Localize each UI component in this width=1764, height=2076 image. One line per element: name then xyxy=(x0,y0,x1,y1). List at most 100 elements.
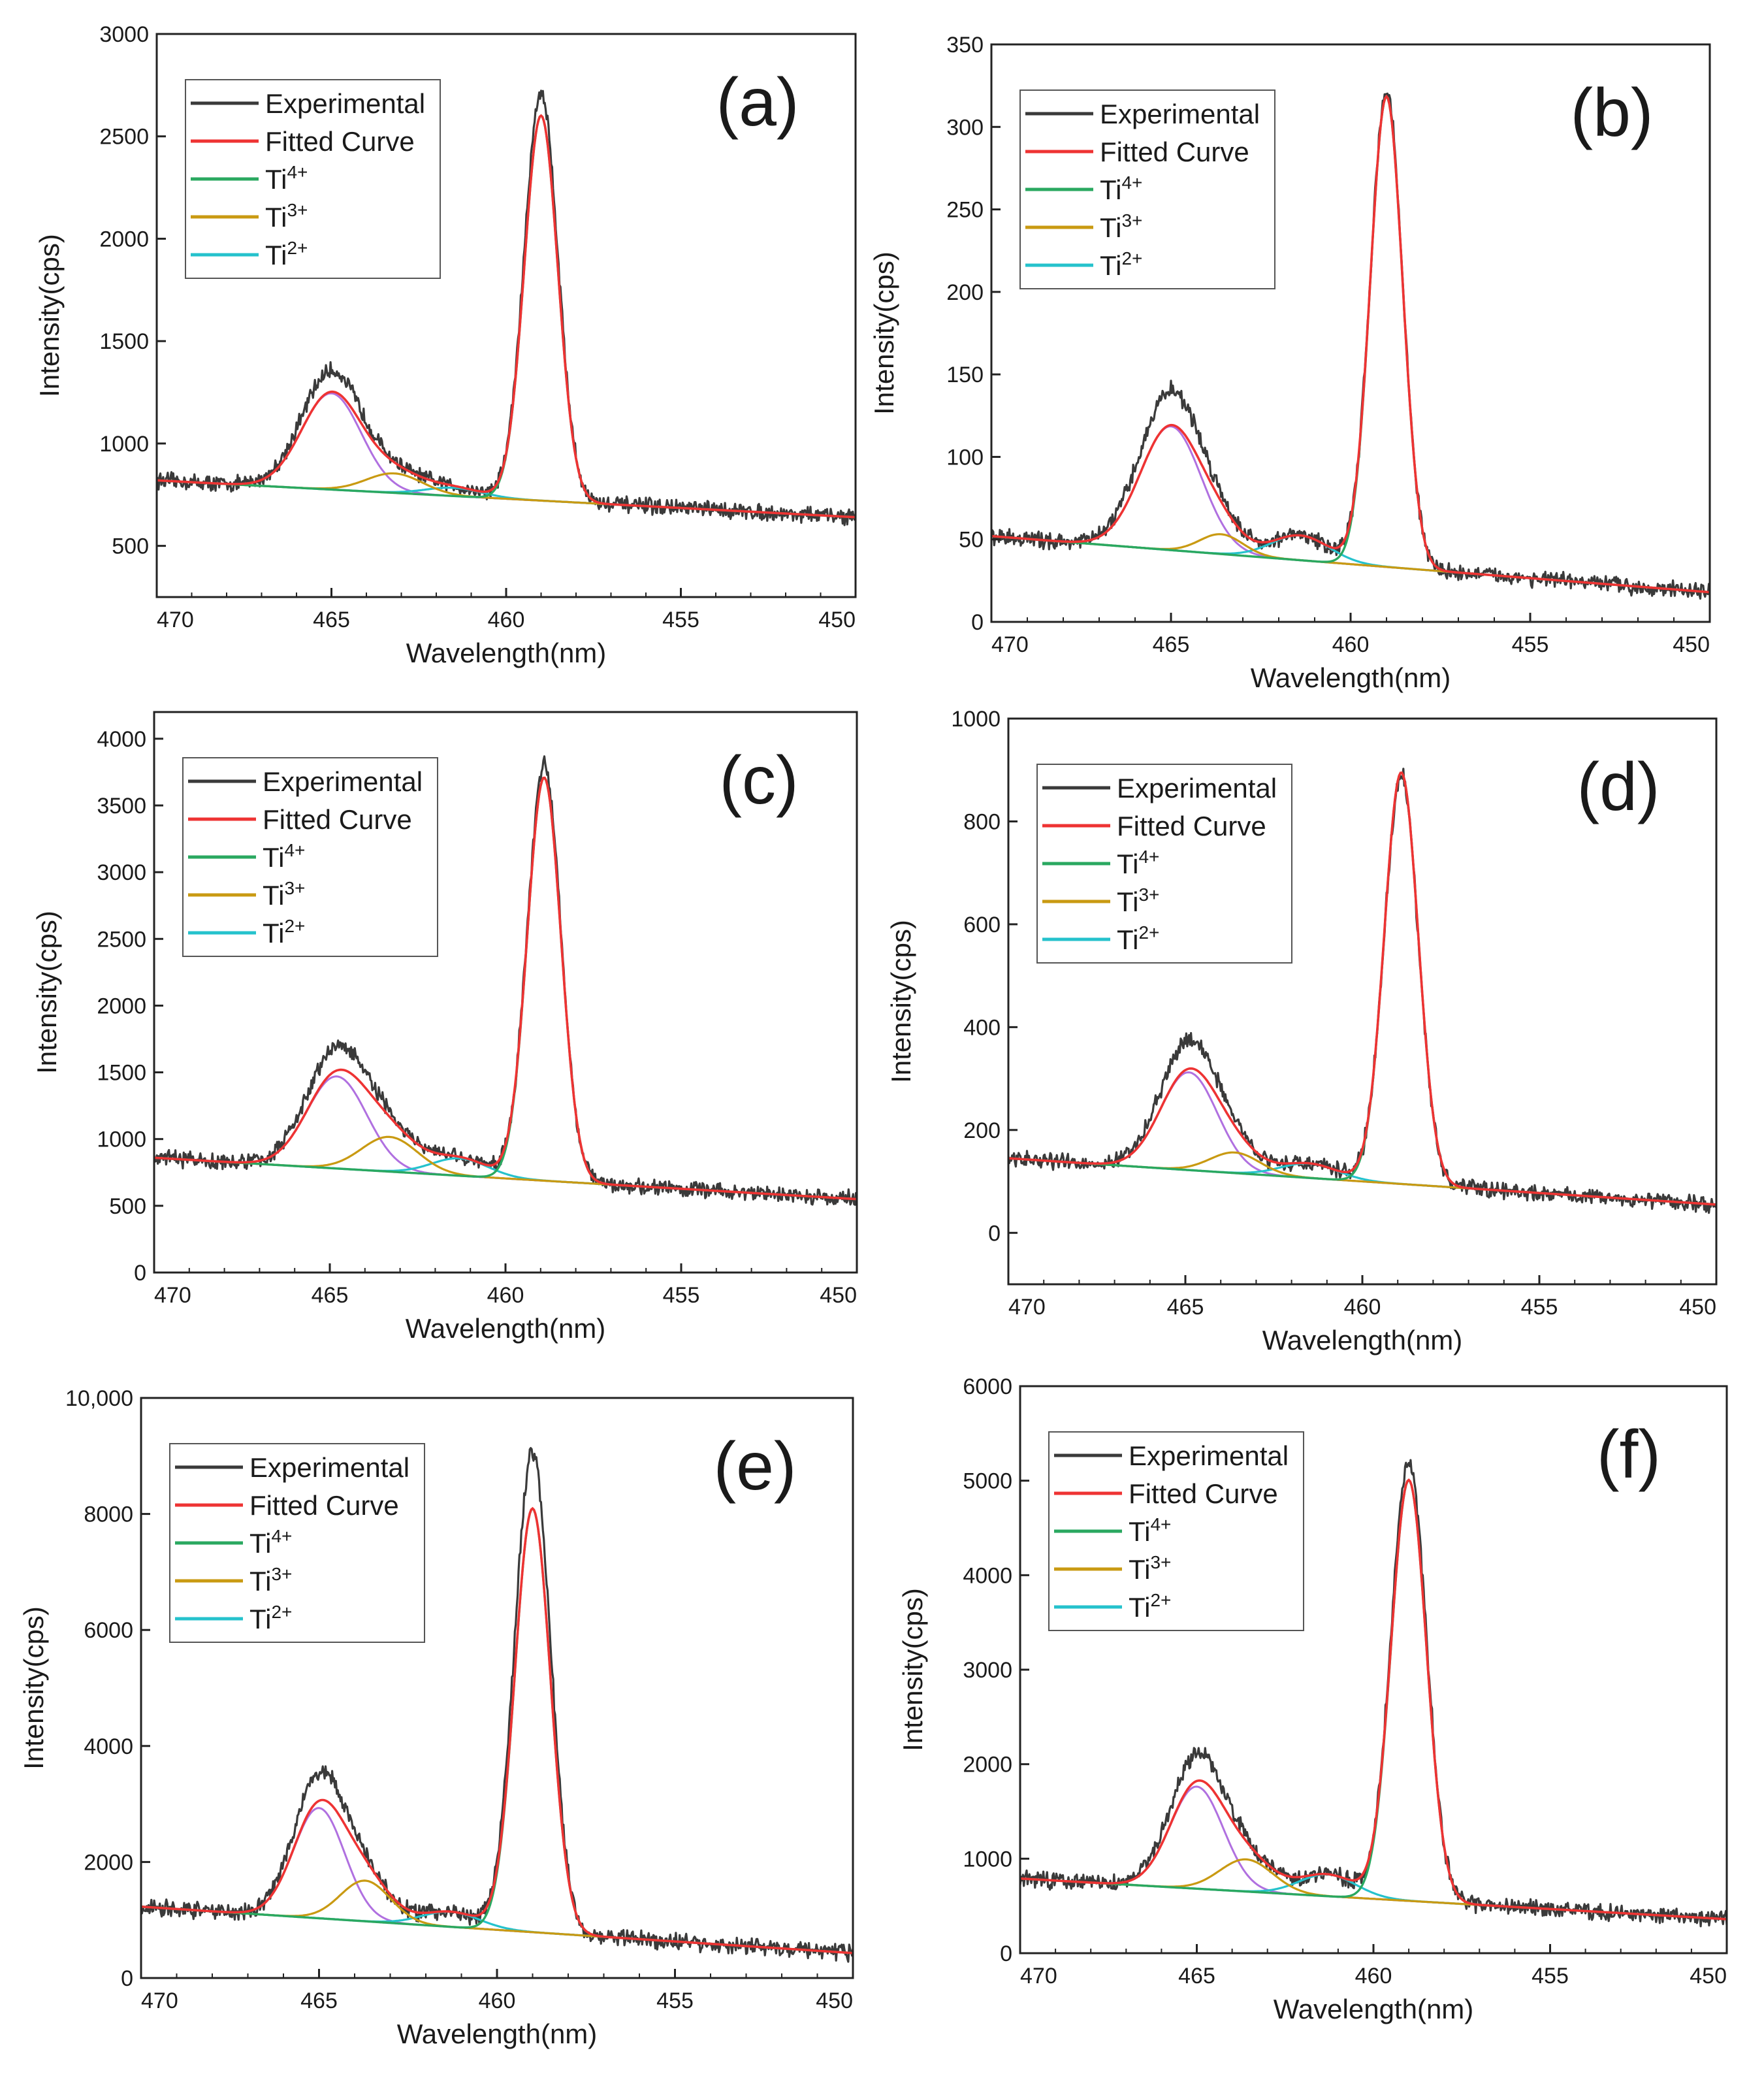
legend-label-base: Ti xyxy=(1100,250,1121,281)
x-axis-label: Wavelength(nm) xyxy=(397,2019,598,2049)
legend-label: Ti2+ xyxy=(263,916,305,949)
legend-label: Experimental xyxy=(249,1452,409,1483)
curves-group xyxy=(1020,1459,1727,1928)
y-tick-label: 3000 xyxy=(99,22,149,47)
legend-label: Ti3+ xyxy=(1100,210,1142,243)
x-tick-label: 465 xyxy=(1153,632,1190,657)
legend-label-base: Ti xyxy=(263,918,284,949)
y-tick-label: 5000 xyxy=(963,1469,1012,1494)
legend-label-base: Ti xyxy=(1117,924,1138,955)
chart-panel: 470 465 460 455 450 0 200 400 600 800 1000 Waveleng… xyxy=(886,707,1718,1355)
y-tick-label: 4000 xyxy=(97,727,146,752)
legend-label-base: Ti xyxy=(1129,1554,1150,1585)
legend-label-base: Ti xyxy=(1117,886,1138,917)
x-tick-label: 450 xyxy=(818,608,856,632)
legend-label-sup: 3+ xyxy=(1121,210,1142,231)
x-tick-label: 450 xyxy=(1673,632,1710,657)
x-tick-label: 455 xyxy=(1512,632,1549,657)
series-fitted xyxy=(154,776,857,1201)
y-tick-label: 350 xyxy=(946,33,984,57)
legend-label: Fitted Curve xyxy=(263,804,412,835)
legend-label-base: Ti xyxy=(1100,174,1121,205)
legend-label-base: Ti xyxy=(1100,212,1121,243)
y-tick-label: 2500 xyxy=(97,927,146,952)
x-tick-label: 450 xyxy=(816,1988,853,2013)
x-tick-label: 465 xyxy=(1167,1295,1204,1320)
legend-label: Fitted Curve xyxy=(1100,137,1249,167)
x-tick-label: 465 xyxy=(312,1283,349,1308)
panel-label: (e) xyxy=(713,1429,796,1504)
legend-label-sup: 3+ xyxy=(284,878,305,898)
y-tick-label: 0 xyxy=(121,1966,133,1991)
y-axis-label: Intensity(cps) xyxy=(34,234,65,397)
legend-label: Ti2+ xyxy=(1100,248,1142,281)
legend-label-base: Ti xyxy=(249,1566,271,1597)
legend-label: Fitted Curve xyxy=(249,1490,399,1521)
legend-label-sup: 3+ xyxy=(1138,884,1159,905)
x-axis-label: Wavelength(nm) xyxy=(1262,1325,1463,1355)
x-tick-label: 465 xyxy=(1178,1964,1215,1988)
y-tick-label: 0 xyxy=(134,1261,146,1286)
y-tick-label: 2000 xyxy=(84,1850,133,1875)
x-tick-label: 460 xyxy=(1332,632,1370,657)
legend-label: Ti2+ xyxy=(265,238,308,270)
x-tick-label: 470 xyxy=(1008,1295,1046,1320)
y-tick-label: 1500 xyxy=(99,329,149,354)
y-tick-label: 250 xyxy=(946,198,984,223)
panel-label: (f) xyxy=(1597,1417,1661,1493)
x-tick-label: 455 xyxy=(662,608,699,632)
curves-group xyxy=(141,1447,853,1963)
y-axis-label: Intensity(cps) xyxy=(18,1606,49,1770)
y-tick-label: 4000 xyxy=(963,1563,1012,1588)
legend-label: Ti4+ xyxy=(1129,1514,1171,1547)
legend-label: Fitted Curve xyxy=(1117,811,1266,841)
legend-label-sup: 2+ xyxy=(284,916,305,936)
legend-label-sup: 3+ xyxy=(1150,1552,1171,1572)
curves-group xyxy=(991,92,1710,600)
y-tick-label: 1000 xyxy=(951,707,1001,732)
x-tick-label: 470 xyxy=(157,608,194,632)
chart-panel: 470 465 460 455 450 0 500 1000 1500 2000 2500 3000 3… xyxy=(31,711,858,1344)
y-axis-label: Intensity(cps) xyxy=(897,1588,928,1751)
x-tick-label: 455 xyxy=(1531,1964,1569,1988)
x-axis-label: Wavelength(nm) xyxy=(406,638,607,668)
panel-label: (d) xyxy=(1577,749,1660,825)
series-fitted xyxy=(1020,1478,1727,1921)
legend-label: Ti4+ xyxy=(249,1526,292,1559)
legend-label: Ti3+ xyxy=(263,878,305,911)
legend-label: Ti4+ xyxy=(263,840,305,873)
y-tick-label: 600 xyxy=(963,913,1001,937)
legend-label-sup: 2+ xyxy=(1138,922,1159,943)
legend-label-base: Ti xyxy=(1129,1516,1150,1547)
y-tick-label: 0 xyxy=(1000,1941,1012,1966)
y-tick-label: 6000 xyxy=(84,1618,133,1643)
y-tick-label: 200 xyxy=(963,1118,1001,1143)
x-axis-label: Wavelength(nm) xyxy=(1251,662,1451,693)
legend-label-sup: 2+ xyxy=(1121,248,1142,268)
x-tick-label: 450 xyxy=(1679,1295,1716,1320)
y-tick-label: 0 xyxy=(988,1221,1001,1246)
legend-label: Ti3+ xyxy=(1117,884,1159,917)
legend-label: Ti4+ xyxy=(1100,172,1142,205)
x-tick-label: 455 xyxy=(663,1283,700,1308)
x-tick-label: 455 xyxy=(656,1988,694,2013)
legend-label-base: Ti xyxy=(1129,1592,1150,1623)
legend-label-sup: 3+ xyxy=(271,1564,292,1584)
chart-panel: 470 465 460 455 450 0 50 100 150 200 250 300 350 Wave… xyxy=(869,33,1711,693)
legend-label-sup: 2+ xyxy=(1150,1590,1171,1610)
legend-label-base: Ti xyxy=(263,880,284,911)
x-tick-label: 470 xyxy=(991,632,1029,657)
legend-label-base: Ti xyxy=(265,164,287,195)
y-tick-label: 1000 xyxy=(963,1847,1012,1872)
x-axis-label: Wavelength(nm) xyxy=(1274,1994,1474,2024)
y-tick-label: 300 xyxy=(946,115,984,140)
legend-label: Ti2+ xyxy=(1117,922,1159,955)
legend-label-base: Ti xyxy=(263,842,284,873)
panel-label: (a) xyxy=(716,65,799,140)
y-tick-label: 800 xyxy=(963,809,1001,834)
legend-label: Ti3+ xyxy=(249,1564,292,1597)
legend-label-sup: 2+ xyxy=(287,238,308,258)
panel-label: (b) xyxy=(1570,75,1653,151)
